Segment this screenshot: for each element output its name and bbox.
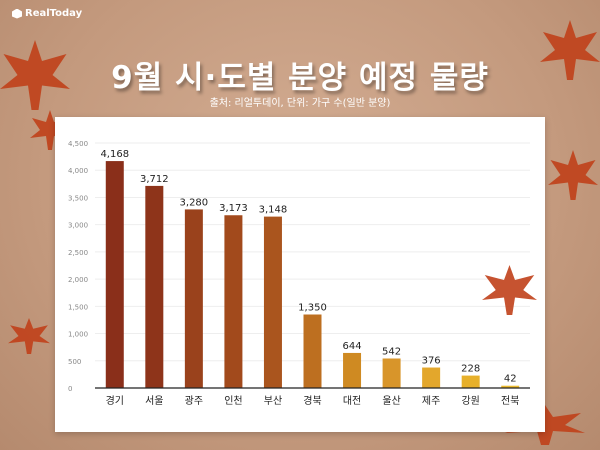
y-tick-label: 2,000 (68, 276, 88, 284)
y-tick-label: 500 (68, 358, 81, 366)
logo-text: RealToday (25, 8, 83, 19)
data-label: 3,280 (180, 197, 209, 208)
logo-icon (12, 8, 22, 19)
bar-대전 (343, 352, 362, 388)
x-tick-label: 광주 (185, 395, 203, 407)
data-label: 42 (504, 374, 517, 385)
x-tick-label: 부산 (264, 395, 282, 407)
bar-광주 (184, 209, 203, 388)
x-tick-label: 경북 (303, 394, 321, 407)
data-label: 376 (422, 356, 441, 367)
y-tick-label: 0 (68, 385, 72, 393)
x-tick-label: 경기 (106, 394, 124, 407)
x-tick-label: 강원 (461, 395, 479, 407)
logo: RealToday (12, 8, 82, 19)
y-tick-label: 4,500 (68, 140, 88, 148)
data-label: 3,712 (140, 174, 169, 185)
x-tick-label: 전북 (501, 395, 519, 407)
y-tick-label: 4,000 (68, 167, 88, 175)
x-tick-label: 서울 (145, 395, 163, 407)
y-tick-label: 2,500 (68, 249, 88, 257)
bar-경북 (303, 314, 322, 388)
x-tick-label: 울산 (382, 395, 400, 407)
data-label: 4,168 (100, 149, 129, 160)
bar-부산 (263, 216, 282, 388)
bar-제주 (422, 367, 441, 388)
x-tick-label: 제주 (422, 395, 440, 407)
y-tick-label: 1,000 (68, 331, 88, 339)
bar-서울 (145, 185, 164, 388)
bar-울산 (382, 358, 401, 388)
y-tick-label: 1,500 (68, 303, 88, 311)
data-label: 228 (461, 364, 480, 375)
page-title: 9월 시·도별 분양 예정 물량 (111, 60, 489, 96)
bar-강원 (461, 375, 480, 388)
bar-인천 (224, 215, 243, 388)
bar-경기 (105, 161, 124, 388)
y-tick-label: 3,000 (68, 222, 88, 230)
data-label: 3,173 (219, 203, 248, 214)
page-subtitle: 출처: 리얼투데이, 단위: 가구 수(일반 분양) (209, 98, 391, 109)
data-label: 542 (382, 346, 401, 357)
bar-전북 (501, 385, 520, 388)
data-label: 1,350 (298, 303, 327, 314)
x-tick-label: 인천 (224, 395, 242, 407)
y-tick-label: 3,500 (68, 194, 88, 202)
x-tick-label: 대전 (343, 395, 361, 407)
data-label: 3,148 (259, 205, 288, 216)
data-label: 644 (342, 341, 361, 352)
